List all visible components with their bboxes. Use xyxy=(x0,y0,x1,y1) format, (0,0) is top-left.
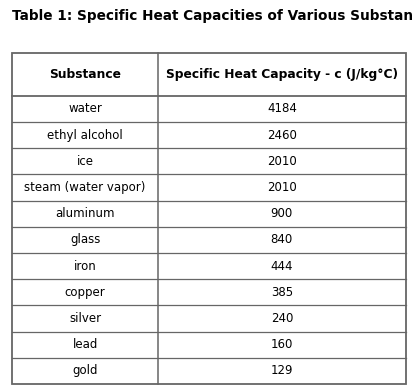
Text: copper: copper xyxy=(65,286,105,299)
Text: 2010: 2010 xyxy=(266,181,296,194)
Text: gold: gold xyxy=(72,364,98,377)
Text: 2460: 2460 xyxy=(266,129,296,142)
Text: iron: iron xyxy=(74,260,96,273)
Text: silver: silver xyxy=(69,312,101,325)
Text: Table 1: Specific Heat Capacities of Various Substances.: Table 1: Specific Heat Capacities of Var… xyxy=(12,9,413,23)
Text: 2010: 2010 xyxy=(266,155,296,168)
Text: Substance: Substance xyxy=(49,68,121,81)
Text: 129: 129 xyxy=(270,364,292,377)
Text: 160: 160 xyxy=(270,338,292,351)
Text: water: water xyxy=(68,102,102,115)
Text: ice: ice xyxy=(76,155,93,168)
Text: 900: 900 xyxy=(270,207,292,220)
Text: 444: 444 xyxy=(270,260,292,273)
Text: Specific Heat Capacity - c (J/kg°C): Specific Heat Capacity - c (J/kg°C) xyxy=(166,68,397,81)
Text: lead: lead xyxy=(72,338,97,351)
Text: 385: 385 xyxy=(270,286,292,299)
Text: 840: 840 xyxy=(270,233,292,246)
Text: steam (water vapor): steam (water vapor) xyxy=(24,181,145,194)
Text: glass: glass xyxy=(70,233,100,246)
Text: 240: 240 xyxy=(270,312,292,325)
Text: ethyl alcohol: ethyl alcohol xyxy=(47,129,123,142)
Text: aluminum: aluminum xyxy=(55,207,115,220)
Text: 4184: 4184 xyxy=(266,102,296,115)
